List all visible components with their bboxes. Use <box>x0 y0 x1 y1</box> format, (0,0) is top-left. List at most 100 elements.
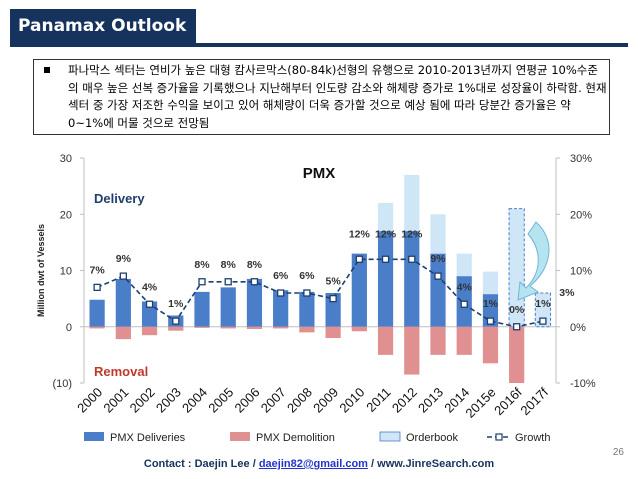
growth-data-label: 12% <box>401 228 423 240</box>
delivery-bar <box>404 231 420 327</box>
growth-point <box>119 272 127 280</box>
y-tick-label: 20 <box>60 209 72 221</box>
growth-extra-label: 3% <box>559 287 575 299</box>
x-tick-label: 2016f <box>491 384 525 418</box>
delivery-bar <box>273 290 289 327</box>
delivery-bar <box>351 253 367 327</box>
footer-suffix: / www.JinreSearch.com <box>367 458 495 470</box>
delivery-bar <box>220 287 236 327</box>
growth-point <box>93 283 101 292</box>
growth-point <box>434 272 442 280</box>
demolition-bar <box>89 326 105 329</box>
orderbook-bar <box>482 271 499 295</box>
growth-point <box>329 294 337 303</box>
delivery-bar <box>430 253 446 327</box>
growth-point <box>513 323 521 331</box>
growth-point <box>355 255 363 263</box>
demolition-bar <box>115 326 131 340</box>
x-tick-label: 2010 <box>336 385 367 416</box>
growth-point <box>303 289 311 297</box>
growth-point <box>408 255 416 263</box>
growth-point <box>224 278 232 286</box>
y-tick-label: (10) <box>52 378 72 390</box>
legend-label: Growth <box>515 432 550 444</box>
growth-data-label: 5% <box>326 276 342 288</box>
growth-point <box>381 255 390 263</box>
footer-contact: Contact : Daejin Lee / daejin82@gmail.co… <box>0 458 638 470</box>
growth-data-label: 8% <box>194 259 210 271</box>
summary-text: 파나막스 섹터는 연비가 높은 대형 캄사르막스(80-84k)선형의 유행으로… <box>68 63 607 130</box>
demolition-bar <box>509 326 525 383</box>
removal-label: Removal <box>94 364 148 379</box>
delivery-bar <box>89 299 105 327</box>
y2-tick-label: 10% <box>570 266 592 278</box>
orderbook-bar <box>404 174 420 232</box>
bullet-marker <box>44 67 50 73</box>
delivery-bar <box>299 291 315 327</box>
y-tick-label: 30 <box>60 153 72 165</box>
y2-tick-label: 20% <box>570 209 592 221</box>
delivery-bar <box>115 278 131 327</box>
growth-point <box>198 278 206 286</box>
demolition-bar <box>456 326 472 355</box>
demolition-bar <box>482 326 499 364</box>
demolition-bar <box>404 326 420 375</box>
demolition-bar <box>141 326 158 336</box>
summary-box: 파나막스 섹터는 연비가 높은 대형 캄사르막스(80-84k)선형의 유행으로… <box>33 59 610 135</box>
orderbook-bar <box>456 253 472 277</box>
growth-data-label: 1% <box>168 298 184 310</box>
y2-tick-label: -10% <box>570 378 596 390</box>
growth-data-label: 6% <box>273 270 289 282</box>
legend-label: PMX Demolition <box>256 432 335 444</box>
delivery-bar <box>141 301 158 327</box>
growth-data-label: 6% <box>299 270 315 282</box>
y-tick-label: 10 <box>60 266 72 278</box>
x-tick-label: 2003 <box>153 385 184 416</box>
trend-arrow <box>517 221 550 301</box>
x-tick-label: 2012 <box>389 385 420 416</box>
growth-point <box>172 317 180 325</box>
y2-tick-label: 0% <box>570 322 586 334</box>
growth-data-label: 1% <box>535 298 551 310</box>
demolition-bar <box>377 326 394 355</box>
growth-point <box>277 289 285 297</box>
growth-data-label: 12% <box>375 228 397 240</box>
x-tick-label: 2011 <box>363 385 393 415</box>
x-tick-label: 2015e <box>462 385 498 421</box>
x-tick-label: 2008 <box>284 385 315 416</box>
page-number: 26 <box>612 447 624 458</box>
y-tick-label: 0 <box>66 322 72 334</box>
y2-tick-label: 30% <box>570 153 592 165</box>
demolition-bar <box>430 326 446 355</box>
growth-data-label: 4% <box>142 281 158 293</box>
email-link[interactable]: daejin82@gmail.com <box>258 458 368 470</box>
demolition-bar <box>299 326 315 333</box>
delivery-label: Delivery <box>94 191 145 206</box>
orderbook-bar <box>430 214 446 254</box>
demolition-bar <box>168 326 184 331</box>
x-tick-label: 2013 <box>415 385 446 416</box>
growth-data-label: 9% <box>430 253 446 265</box>
growth-data-label: 7% <box>90 264 106 276</box>
x-tick-label: 2017f <box>517 384 551 418</box>
legend-swatch <box>379 431 401 442</box>
x-tick-label: 2007 <box>258 385 289 416</box>
delivery-bar <box>246 278 263 327</box>
growth-point <box>145 300 154 308</box>
growth-point <box>250 278 259 286</box>
legend-swatch-marker <box>495 433 503 441</box>
x-tick-label: 2006 <box>232 385 263 416</box>
delivery-bar <box>325 293 341 327</box>
growth-point <box>460 300 468 308</box>
demolition-bar <box>273 326 289 329</box>
pmx-chart: (10) -10% 0 0% 10 10% 20 20% 30 30% Million dwt of… <box>36 153 596 444</box>
growth-data-label: 8% <box>247 259 263 271</box>
legend-label: PMX Deliveries <box>110 432 186 444</box>
legend-swatch <box>230 432 250 441</box>
delivery-bar <box>377 231 394 327</box>
delivery-bar <box>194 291 210 327</box>
growth-point <box>486 317 495 325</box>
x-tick-label: 2009 <box>310 385 341 416</box>
title-rule <box>10 43 628 47</box>
y-axis-title: Million dwt of Vessels <box>36 224 46 317</box>
